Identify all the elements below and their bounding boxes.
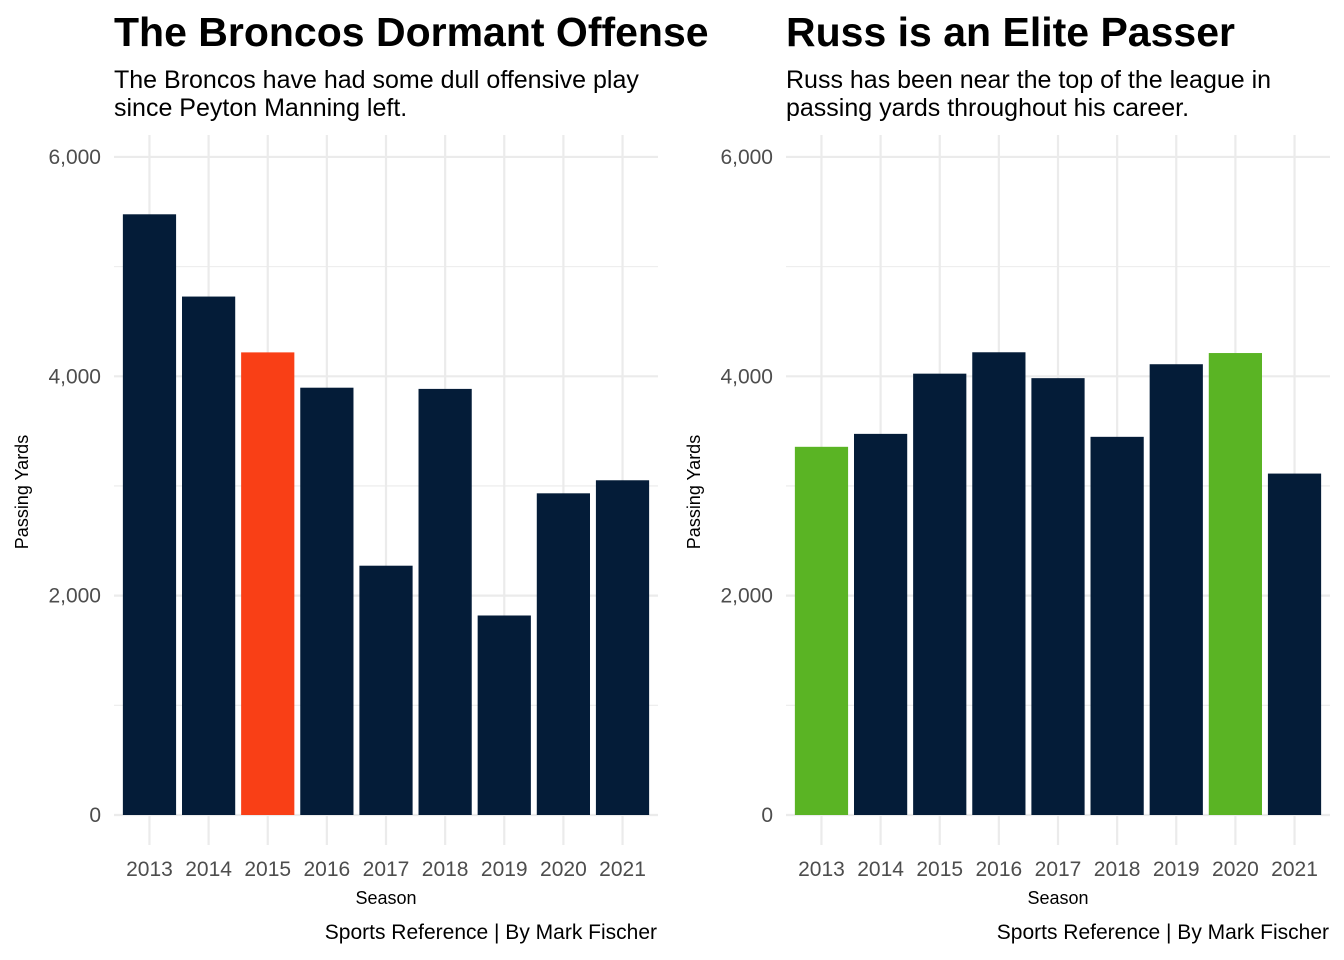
x-tick-label: 2013 bbox=[126, 858, 173, 881]
y-tick-label: 4,000 bbox=[48, 365, 101, 388]
y-axis-title: Passing Yards bbox=[684, 435, 704, 549]
x-tick-label: 2019 bbox=[481, 858, 528, 881]
x-tick-label: 2018 bbox=[1094, 858, 1141, 881]
y-tick-label: 0 bbox=[89, 804, 101, 827]
x-tick-label: 2013 bbox=[798, 858, 845, 881]
x-tick-label: 2017 bbox=[363, 858, 410, 881]
chart-title: Russ is an Elite Passer bbox=[786, 9, 1235, 55]
chart-caption: Sports Reference | By Mark Fischer bbox=[324, 921, 657, 944]
x-tick-label: 2015 bbox=[916, 858, 963, 881]
x-tick-labels: 2013 2014 2015 2016 2017 2018 2019 2020 2021 bbox=[126, 858, 646, 881]
x-tick-label: 2020 bbox=[1212, 858, 1259, 881]
bar-2014 bbox=[182, 296, 236, 816]
y-tick-label: 6,000 bbox=[48, 146, 101, 169]
bars bbox=[122, 214, 650, 816]
x-tick-label: 2020 bbox=[540, 858, 587, 881]
x-tick-label: 2014 bbox=[185, 858, 232, 881]
bar-2021 bbox=[595, 480, 650, 815]
x-tick-label: 2021 bbox=[1271, 858, 1318, 881]
chart-title: The Broncos Dormant Offense bbox=[114, 9, 709, 55]
y-tick-label: 0 bbox=[761, 804, 773, 827]
x-tick-label: 2017 bbox=[1035, 858, 1082, 881]
bar-2019 bbox=[1149, 364, 1203, 815]
chart-subtitle: The Broncos have had some dull offensive… bbox=[114, 66, 639, 122]
x-axis-title: Season bbox=[355, 888, 416, 908]
bar-2020 bbox=[536, 493, 590, 815]
bar-2013 bbox=[794, 446, 849, 815]
chart-caption: Sports Reference | By Mark Fischer bbox=[996, 921, 1329, 944]
bar-2015 bbox=[913, 373, 967, 815]
bar-2016 bbox=[300, 387, 354, 815]
bar-2017 bbox=[1031, 378, 1085, 815]
bar-2021 bbox=[1267, 473, 1322, 815]
x-tick-label: 2014 bbox=[857, 858, 904, 881]
bar-2019 bbox=[477, 615, 531, 815]
bar-2018 bbox=[418, 388, 472, 815]
russ-bar-chart: 0 2,000 4,000 6,000 2013 2014 2015 2016 2017 2018… bbox=[684, 135, 1330, 908]
broncos-panel: The Broncos Dormant Offense The Broncos … bbox=[12, 10, 709, 944]
x-tick-label: 2019 bbox=[1153, 858, 1200, 881]
y-tick-label: 6,000 bbox=[720, 146, 773, 169]
y-tick-labels: 0 2,000 4,000 6,000 bbox=[720, 146, 773, 827]
broncos-bar-chart: 0 2,000 4,000 6,000 2013 2014 2015 2016 2017 2018… bbox=[12, 135, 658, 908]
bar-2020 bbox=[1208, 353, 1262, 815]
chart-subtitle: Russ has been near the top of the league… bbox=[786, 66, 1272, 122]
y-tick-label: 4,000 bbox=[720, 365, 773, 388]
bar-2018 bbox=[1090, 436, 1144, 815]
y-axis-title: Passing Yards bbox=[12, 435, 32, 549]
bar-2015 bbox=[241, 352, 295, 815]
y-tick-label: 2,000 bbox=[720, 585, 773, 608]
x-tick-label: 2016 bbox=[976, 858, 1023, 881]
bar-2017 bbox=[359, 565, 413, 815]
bars bbox=[794, 352, 1322, 815]
bar-2014 bbox=[854, 433, 908, 815]
x-tick-label: 2018 bbox=[422, 858, 469, 881]
x-tick-label: 2015 bbox=[244, 858, 291, 881]
x-tick-label: 2021 bbox=[599, 858, 646, 881]
y-tick-labels: 0 2,000 4,000 6,000 bbox=[48, 146, 101, 827]
x-tick-label: 2016 bbox=[304, 858, 351, 881]
x-tick-labels: 2013 2014 2015 2016 2017 2018 2019 2020 2021 bbox=[798, 858, 1318, 881]
russ-panel: Russ is an Elite Passer Russ has been ne… bbox=[672, 0, 1344, 960]
y-tick-label: 2,000 bbox=[48, 585, 101, 608]
x-axis-title: Season bbox=[1027, 888, 1088, 908]
bar-2013 bbox=[122, 214, 177, 816]
bar-2016 bbox=[972, 352, 1026, 815]
